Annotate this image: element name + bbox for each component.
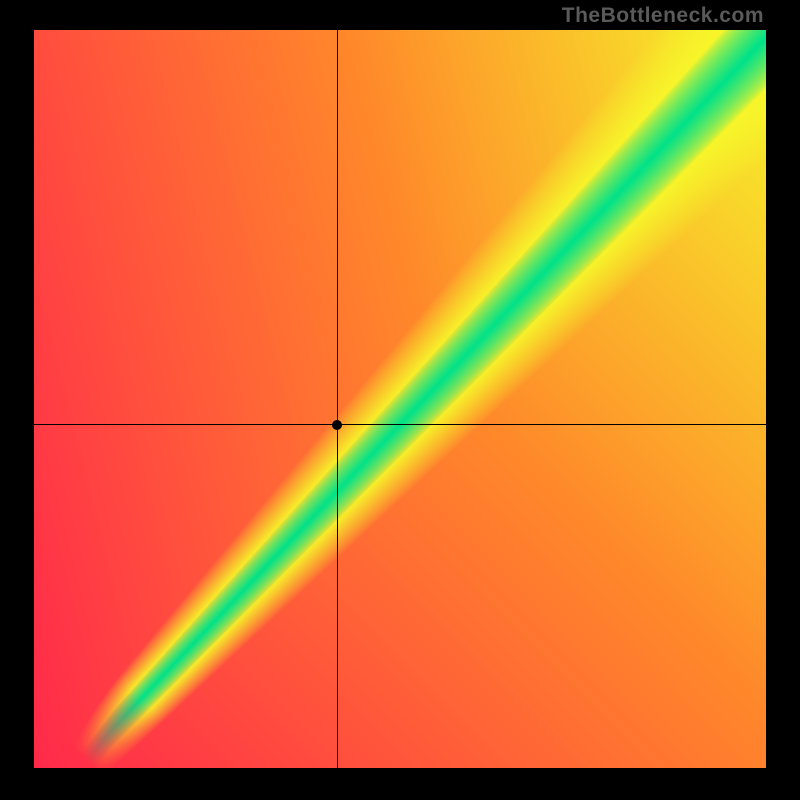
heatmap-canvas	[34, 30, 766, 768]
crosshair-vertical	[337, 30, 338, 768]
chart-root: TheBottleneck.com	[0, 0, 800, 800]
watermark: TheBottleneck.com	[562, 4, 764, 28]
plot-area	[34, 30, 766, 768]
crosshair-horizontal	[34, 424, 766, 425]
crosshair-marker	[332, 420, 342, 430]
